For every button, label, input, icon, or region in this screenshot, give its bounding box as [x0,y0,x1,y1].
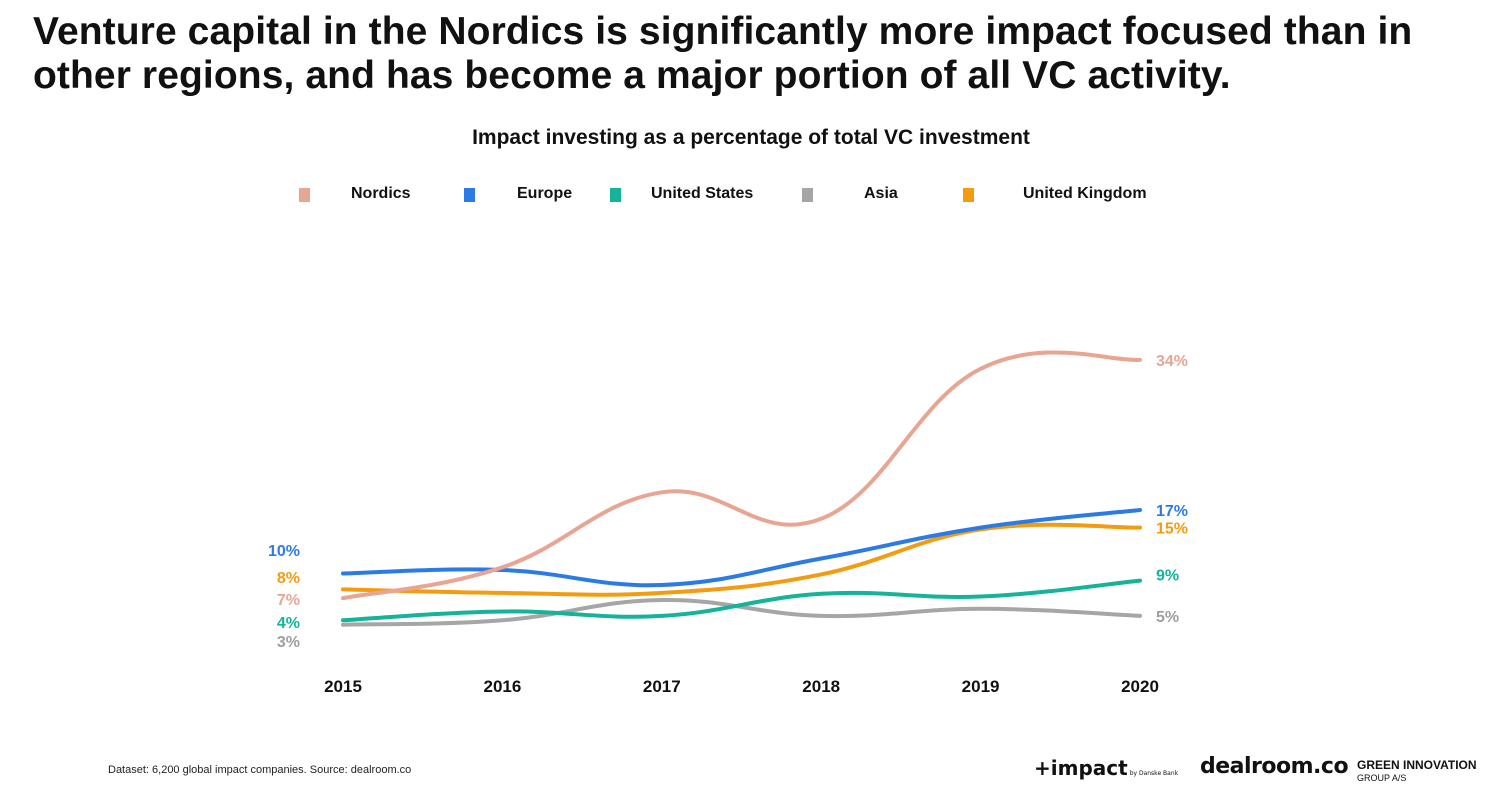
data-point-united-states-2015 [341,618,345,622]
dataset-source-note: Dataset: 6,200 global impact companies. … [108,764,412,776]
chart-title: Impact investing as a percentage of tota… [472,126,1030,149]
data-point-united-states-2018 [819,592,823,596]
dealroom-logo: dealroom.co [1200,754,1349,779]
data-point-asia-2016 [500,618,504,622]
legend-label-nordics: Nordics [351,185,411,202]
x-tick-label-2016: 2016 [483,677,521,696]
impact-logo-byline: by Danske Bank [1129,770,1179,777]
x-tick-label-2015: 2015 [324,677,362,696]
legend-swatch-europe [464,188,475,202]
series-line-united-states [341,578,1142,623]
data-point-united-kingdom-2017 [660,591,664,595]
data-point-europe-2015 [341,572,345,576]
legend-label-europe: Europe [517,185,573,202]
data-point-united-states-2017 [660,614,664,618]
data-point-nordics-2015 [341,596,345,600]
start-label-united-states: 4% [277,615,300,632]
start-label-united-kingdom: 8% [277,570,300,587]
legend-swatch-united-kingdom [963,188,974,202]
data-point-europe-2017 [660,583,664,587]
data-point-asia-2020 [1138,614,1142,618]
data-point-united-states-2020 [1138,579,1142,583]
x-tick-label-2020: 2020 [1121,677,1159,696]
legend-label-united-states: United States [651,185,754,202]
end-label-united-states: 9% [1156,568,1179,585]
headline: Venture capital in the Nordics is signif… [33,10,1413,97]
legend-swatch-nordics [299,188,310,202]
legend-label-united-kingdom: United Kingdom [1023,185,1147,202]
series-line-nordics [341,350,1142,601]
data-point-united-kingdom-2018 [819,572,823,576]
end-label-asia: 5% [1156,609,1179,626]
data-point-united-kingdom-2016 [500,591,504,595]
data-point-europe-2020 [1138,508,1142,512]
gig-logo-line2: GROUP A/S [1357,773,1407,783]
data-point-europe-2019 [979,526,983,530]
gig-logo-line1: GREEN INNOVATION [1357,758,1477,772]
green-innovation-group-logo: GREEN INNOVATION GROUP A/S [1357,759,1497,785]
impact-logo-text: +impact [1034,756,1128,780]
data-point-nordics-2017 [660,490,664,494]
data-point-asia-2019 [979,607,983,611]
end-label-europe: 17% [1156,503,1188,520]
data-point-united-states-2016 [500,610,504,614]
data-point-asia-2018 [819,614,823,618]
data-point-united-states-2019 [979,595,983,599]
x-tick-label-2018: 2018 [802,677,840,696]
legend-swatch-asia [802,188,813,202]
legend-swatch-united-states [610,188,621,202]
data-point-nordics-2018 [819,517,823,521]
impact-logo: +impact by Danske Bank [1034,756,1178,780]
data-point-asia-2015 [341,623,345,627]
data-point-united-kingdom-2020 [1138,526,1142,530]
series-line-united-kingdom [341,522,1142,597]
chart-legend: Nordics Europe United States Asia United… [0,183,1502,207]
data-point-nordics-2019 [979,367,983,371]
end-label-nordics: 34% [1156,353,1188,370]
data-point-asia-2017 [660,598,664,602]
x-tick-label-2019: 2019 [962,677,1000,696]
legend-label-asia: Asia [864,185,898,202]
data-point-europe-2018 [819,557,823,561]
data-point-united-kingdom-2015 [341,587,345,591]
start-label-europe: 10% [268,543,300,560]
series-line-europe [341,508,1142,588]
x-tick-label-2017: 2017 [643,677,681,696]
data-point-nordics-2020 [1138,358,1142,362]
start-label-asia: 3% [277,634,300,651]
data-point-nordics-2016 [500,565,504,569]
start-label-nordics: 7% [277,592,300,609]
end-label-united-kingdom: 15% [1156,521,1188,538]
